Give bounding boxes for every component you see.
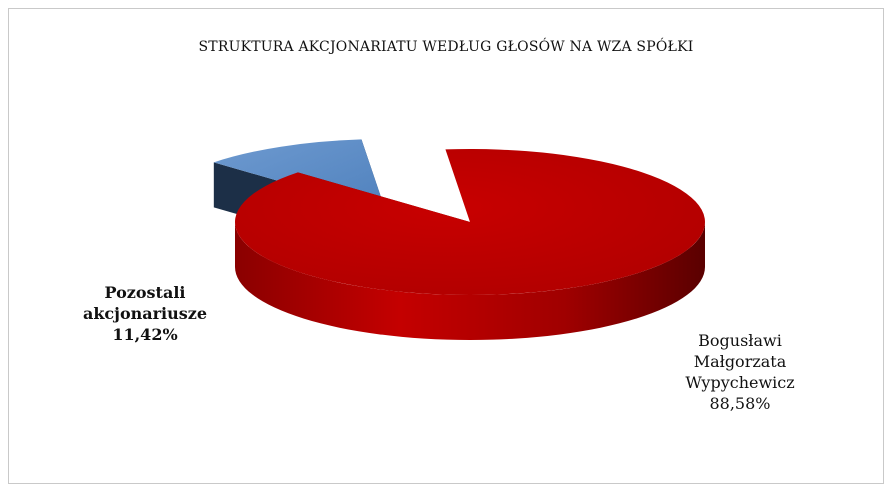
slice-label-wypychewicz: Bogusławi Małgorzata Wypychewicz 88,58% bbox=[640, 330, 840, 414]
slice-value-label: 11,42% bbox=[112, 325, 178, 344]
slice-label-line: Wypychewicz bbox=[685, 373, 795, 392]
pie-slice-0 bbox=[234, 149, 705, 340]
slice-label-line: Bogusławi bbox=[698, 331, 782, 350]
slice-label-line: akcjonariusze bbox=[82, 304, 208, 323]
slice-label-pozostali: Pozostali akcjonariusze 11,42% bbox=[70, 282, 220, 345]
pie-slice-side bbox=[235, 222, 705, 340]
pie-slice-top bbox=[234, 149, 705, 295]
slice-label-line: Małgorzata bbox=[693, 352, 787, 371]
chart-title: STRUKTURA AKCJONARIATU WEDŁUG GŁOSÓW NA … bbox=[198, 39, 694, 55]
slice-label-line: Pozostali bbox=[104, 283, 186, 302]
slice-value-label: 88,58% bbox=[709, 394, 771, 413]
